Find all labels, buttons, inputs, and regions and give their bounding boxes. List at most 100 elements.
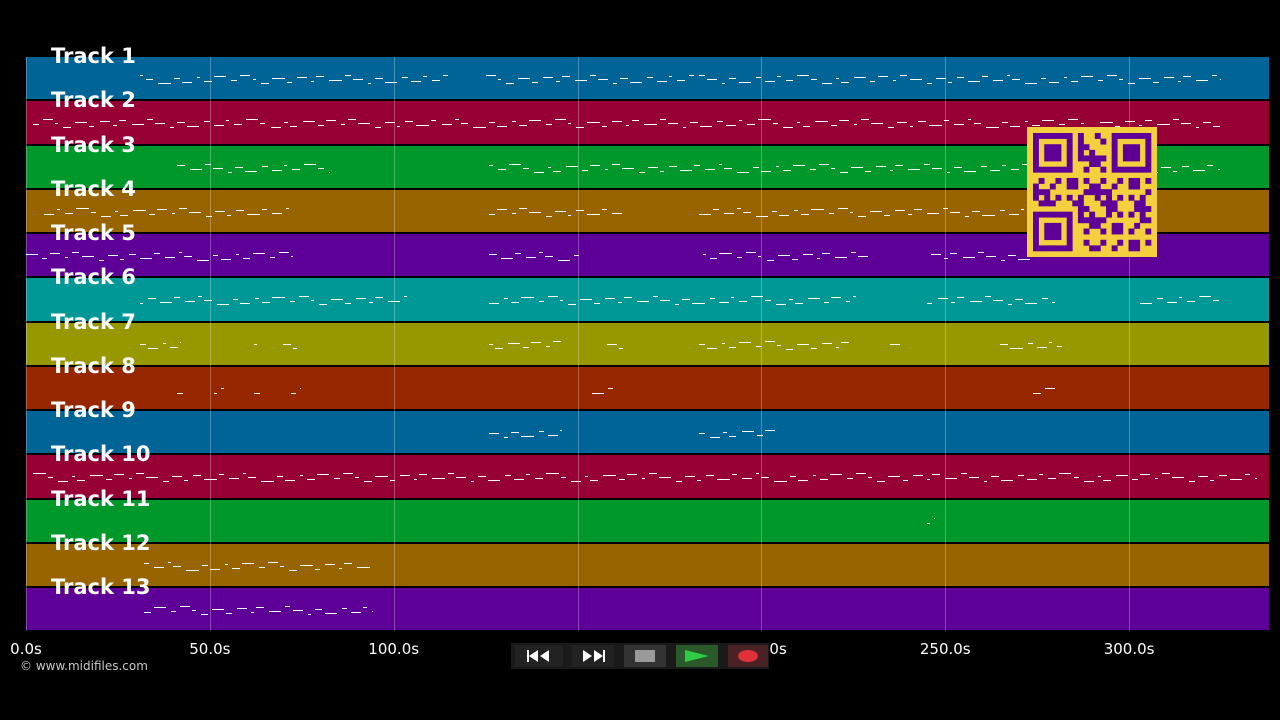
qr-module xyxy=(1100,166,1107,173)
midi-note xyxy=(176,164,185,166)
midi-note xyxy=(259,123,266,125)
midi-note xyxy=(177,122,185,124)
midi-note xyxy=(576,127,584,129)
midi-note xyxy=(1153,82,1159,84)
midi-note xyxy=(186,569,199,571)
qr-module xyxy=(1128,211,1135,218)
midi-note xyxy=(299,387,301,389)
qr-module xyxy=(1145,189,1152,196)
midi-note xyxy=(1059,124,1065,126)
midi-note xyxy=(153,607,166,609)
midi-note xyxy=(489,164,493,166)
time-gridline xyxy=(945,57,947,631)
midi-note xyxy=(477,476,486,478)
midi-note xyxy=(581,169,588,171)
qr-module xyxy=(1049,149,1056,156)
midi-note xyxy=(606,343,617,345)
midi-note xyxy=(299,475,304,477)
midi-note xyxy=(261,208,268,210)
midi-note xyxy=(1051,302,1055,304)
midi-note xyxy=(302,121,315,123)
midi-note xyxy=(923,163,930,165)
midi-note xyxy=(42,119,53,121)
play-button[interactable] xyxy=(676,645,718,667)
midi-note xyxy=(611,163,620,165)
midi-note xyxy=(443,75,448,77)
midi-note xyxy=(765,430,776,432)
midi-note xyxy=(512,212,516,214)
midi-note xyxy=(203,81,212,83)
midi-note xyxy=(838,120,849,122)
midi-note xyxy=(285,207,290,209)
midi-note xyxy=(375,127,381,129)
midi-note xyxy=(908,168,921,170)
midi-note xyxy=(231,80,237,82)
qr-module xyxy=(1044,245,1051,252)
midi-note xyxy=(1244,474,1251,476)
midi-note xyxy=(328,171,331,173)
track-label: Track 6 xyxy=(51,265,136,290)
midi-note xyxy=(822,253,830,255)
qr-module xyxy=(1044,133,1051,139)
stop-button[interactable] xyxy=(624,645,666,667)
qr-module xyxy=(1134,206,1141,212)
qr-module xyxy=(1089,161,1096,168)
midi-note xyxy=(234,124,242,126)
qr-module xyxy=(1033,234,1039,241)
midi-note xyxy=(559,430,562,432)
midi-note xyxy=(986,127,999,129)
midi-note xyxy=(489,213,495,215)
midi-note xyxy=(139,258,153,260)
qr-module xyxy=(1066,211,1073,218)
midi-note xyxy=(240,303,251,305)
record-button[interactable] xyxy=(728,645,768,667)
midi-note xyxy=(698,433,705,435)
time-gridline xyxy=(393,57,395,631)
midi-note xyxy=(1073,477,1080,479)
midi-note xyxy=(738,341,751,343)
midi-note xyxy=(648,473,657,475)
midi-note xyxy=(139,303,144,305)
play-icon xyxy=(685,650,709,662)
midi-note xyxy=(517,78,530,80)
midi-note xyxy=(341,124,345,126)
midi-note xyxy=(229,478,240,480)
qr-module xyxy=(1122,155,1129,162)
midi-note xyxy=(559,300,564,302)
midi-note xyxy=(613,83,617,85)
midi-note xyxy=(41,258,48,260)
midi-note xyxy=(220,259,231,261)
track-lane-6 xyxy=(26,278,1269,321)
midi-note xyxy=(156,208,167,210)
qr-module xyxy=(1033,245,1039,252)
qr-module xyxy=(1077,217,1084,224)
qr-module xyxy=(1100,228,1107,235)
midi-note xyxy=(289,126,298,128)
midi-note xyxy=(120,259,124,261)
midi-note xyxy=(1125,121,1136,123)
midi-note xyxy=(724,167,733,169)
midi-note xyxy=(455,477,466,479)
qr-module xyxy=(1122,144,1129,151)
qr-module xyxy=(1044,189,1051,196)
midi-note xyxy=(167,561,172,563)
midi-note xyxy=(858,256,869,258)
midi-note xyxy=(529,211,542,213)
midi-note xyxy=(647,77,654,79)
qr-module xyxy=(1061,211,1068,218)
midi-note xyxy=(892,80,897,82)
midi-note xyxy=(731,474,738,476)
midi-note xyxy=(284,606,291,608)
midi-note xyxy=(345,303,351,305)
midi-note xyxy=(521,297,534,299)
midi-note xyxy=(113,474,124,476)
midi-note xyxy=(555,210,566,212)
fast-forward-button[interactable] xyxy=(572,645,614,667)
midi-note xyxy=(547,435,558,437)
midi-note xyxy=(908,213,912,215)
midi-note xyxy=(33,473,46,475)
qr-module xyxy=(1066,228,1073,235)
rewind-button[interactable] xyxy=(515,645,563,667)
midi-note xyxy=(755,473,760,475)
